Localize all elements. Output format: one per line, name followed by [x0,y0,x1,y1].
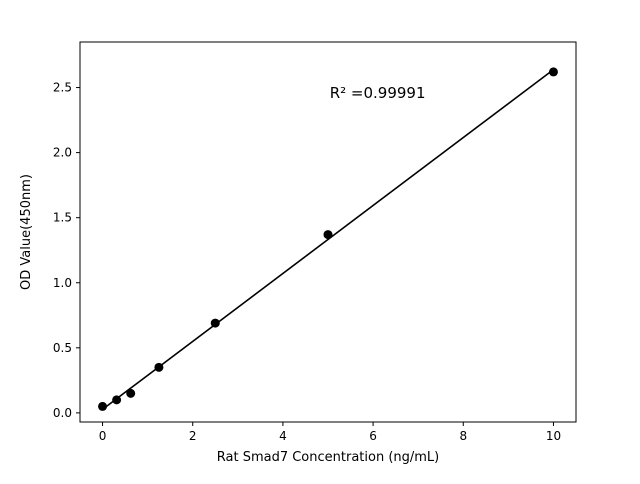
y-tick-label: 2.0 [53,146,72,160]
x-axis-label: Rat Smad7 Concentration (ng/mL) [217,450,440,465]
data-point [126,388,136,398]
y-tick-label: 1.0 [53,276,72,290]
y-axis-label: OD Value(450nm) [19,174,34,290]
x-tick-label: 2 [189,429,197,443]
y-tick-label: 0.0 [53,406,72,420]
fit-line [102,68,554,411]
data-point [112,395,122,405]
r-squared-annotation: R² =0.99991 [330,84,426,102]
x-tick-label: 8 [459,429,467,443]
y-tick-label: 1.5 [53,211,72,225]
data-point [154,362,164,372]
plot-layer: 0 2 4 6 8 10 0.0 0.5 1.0 1.5 2.0 2.5 [53,41,577,443]
data-point [98,401,108,411]
x-tick-label: 4 [279,429,287,443]
x-tick-label: 6 [369,429,377,443]
x-tick-label: 10 [546,429,561,443]
y-tick-label: 0.5 [53,341,72,355]
data-point [323,230,333,240]
x-tick-label: 0 [99,429,107,443]
data-point [210,318,220,328]
data-point [548,67,558,77]
y-tick-label: 2.5 [53,81,72,95]
